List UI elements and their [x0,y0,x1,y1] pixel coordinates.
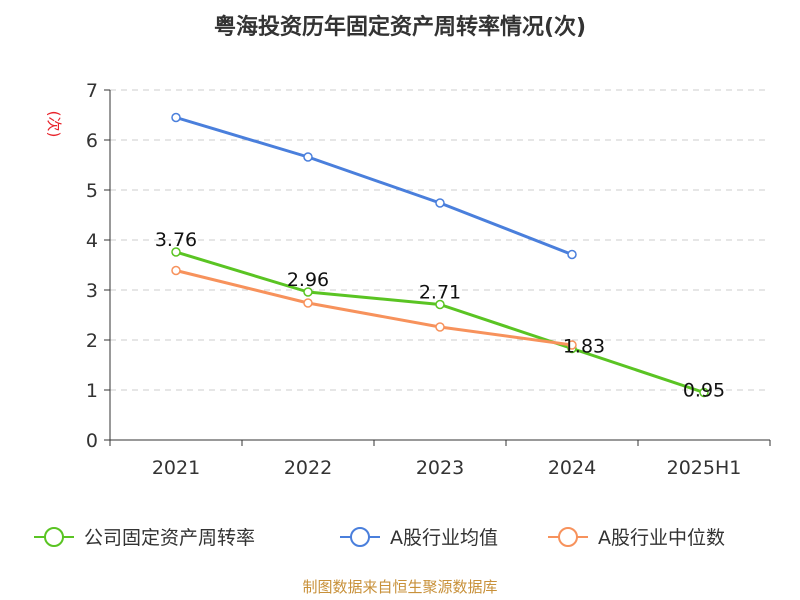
data-label: 1.83 [563,336,605,358]
x-tick-label: 2022 [284,457,332,479]
data-point [303,287,313,297]
data-labels: 3.76 2.96 2.71 1.83 0.95 [155,229,725,402]
x-tick-label: 2023 [416,457,464,479]
y-axis-label: (次) [45,111,63,138]
data-point [303,298,313,308]
x-tick-label: 2024 [548,457,596,479]
y-tick-label: 1 [86,380,98,402]
axes: 0 1 2 3 4 5 6 7 2021 2022 2023 2024 2025H1 [86,80,771,479]
y-tick-label: 6 [86,130,98,152]
series [171,112,709,398]
x-tick-label: 2025H1 [667,457,742,479]
legend-label: 公司固定资产周转率 [84,527,255,549]
data-point [171,265,181,276]
legend: 公司固定资产周转率 A股行业均值 A股行业中位数 [34,527,725,549]
data-point [435,198,445,208]
data-label: 2.96 [287,269,329,291]
data-point [567,249,577,260]
y-tick-label: 7 [86,80,98,102]
series-line [175,269,573,347]
data-label: 0.95 [683,380,725,402]
grid [110,89,770,391]
data-point [171,247,181,257]
data-point [435,322,445,332]
x-tick-label: 2021 [152,457,200,479]
series-line [175,116,573,256]
y-tick-label: 0 [86,430,98,452]
data-point [567,340,577,350]
chart-title: 粤海投资历年固定资产周转率情况(次) [214,14,586,40]
data-point [303,152,313,162]
legend-marker [350,527,370,547]
data-point [171,112,181,123]
y-tick-label: 2 [86,330,98,352]
legend-label: A股行业均值 [390,527,498,549]
y-tick-label: 5 [86,180,98,202]
data-label: 2.71 [419,282,461,304]
source-note: 制图数据来自恒生聚源数据库 [302,578,497,596]
y-tick-label: 3 [86,280,98,302]
legend-label: A股行业中位数 [598,527,725,549]
data-point [435,299,445,310]
legend-marker [558,527,578,547]
y-tick-label: 4 [86,230,98,252]
data-label: 3.76 [155,229,197,251]
data-point [699,387,709,398]
legend-marker [44,527,64,547]
